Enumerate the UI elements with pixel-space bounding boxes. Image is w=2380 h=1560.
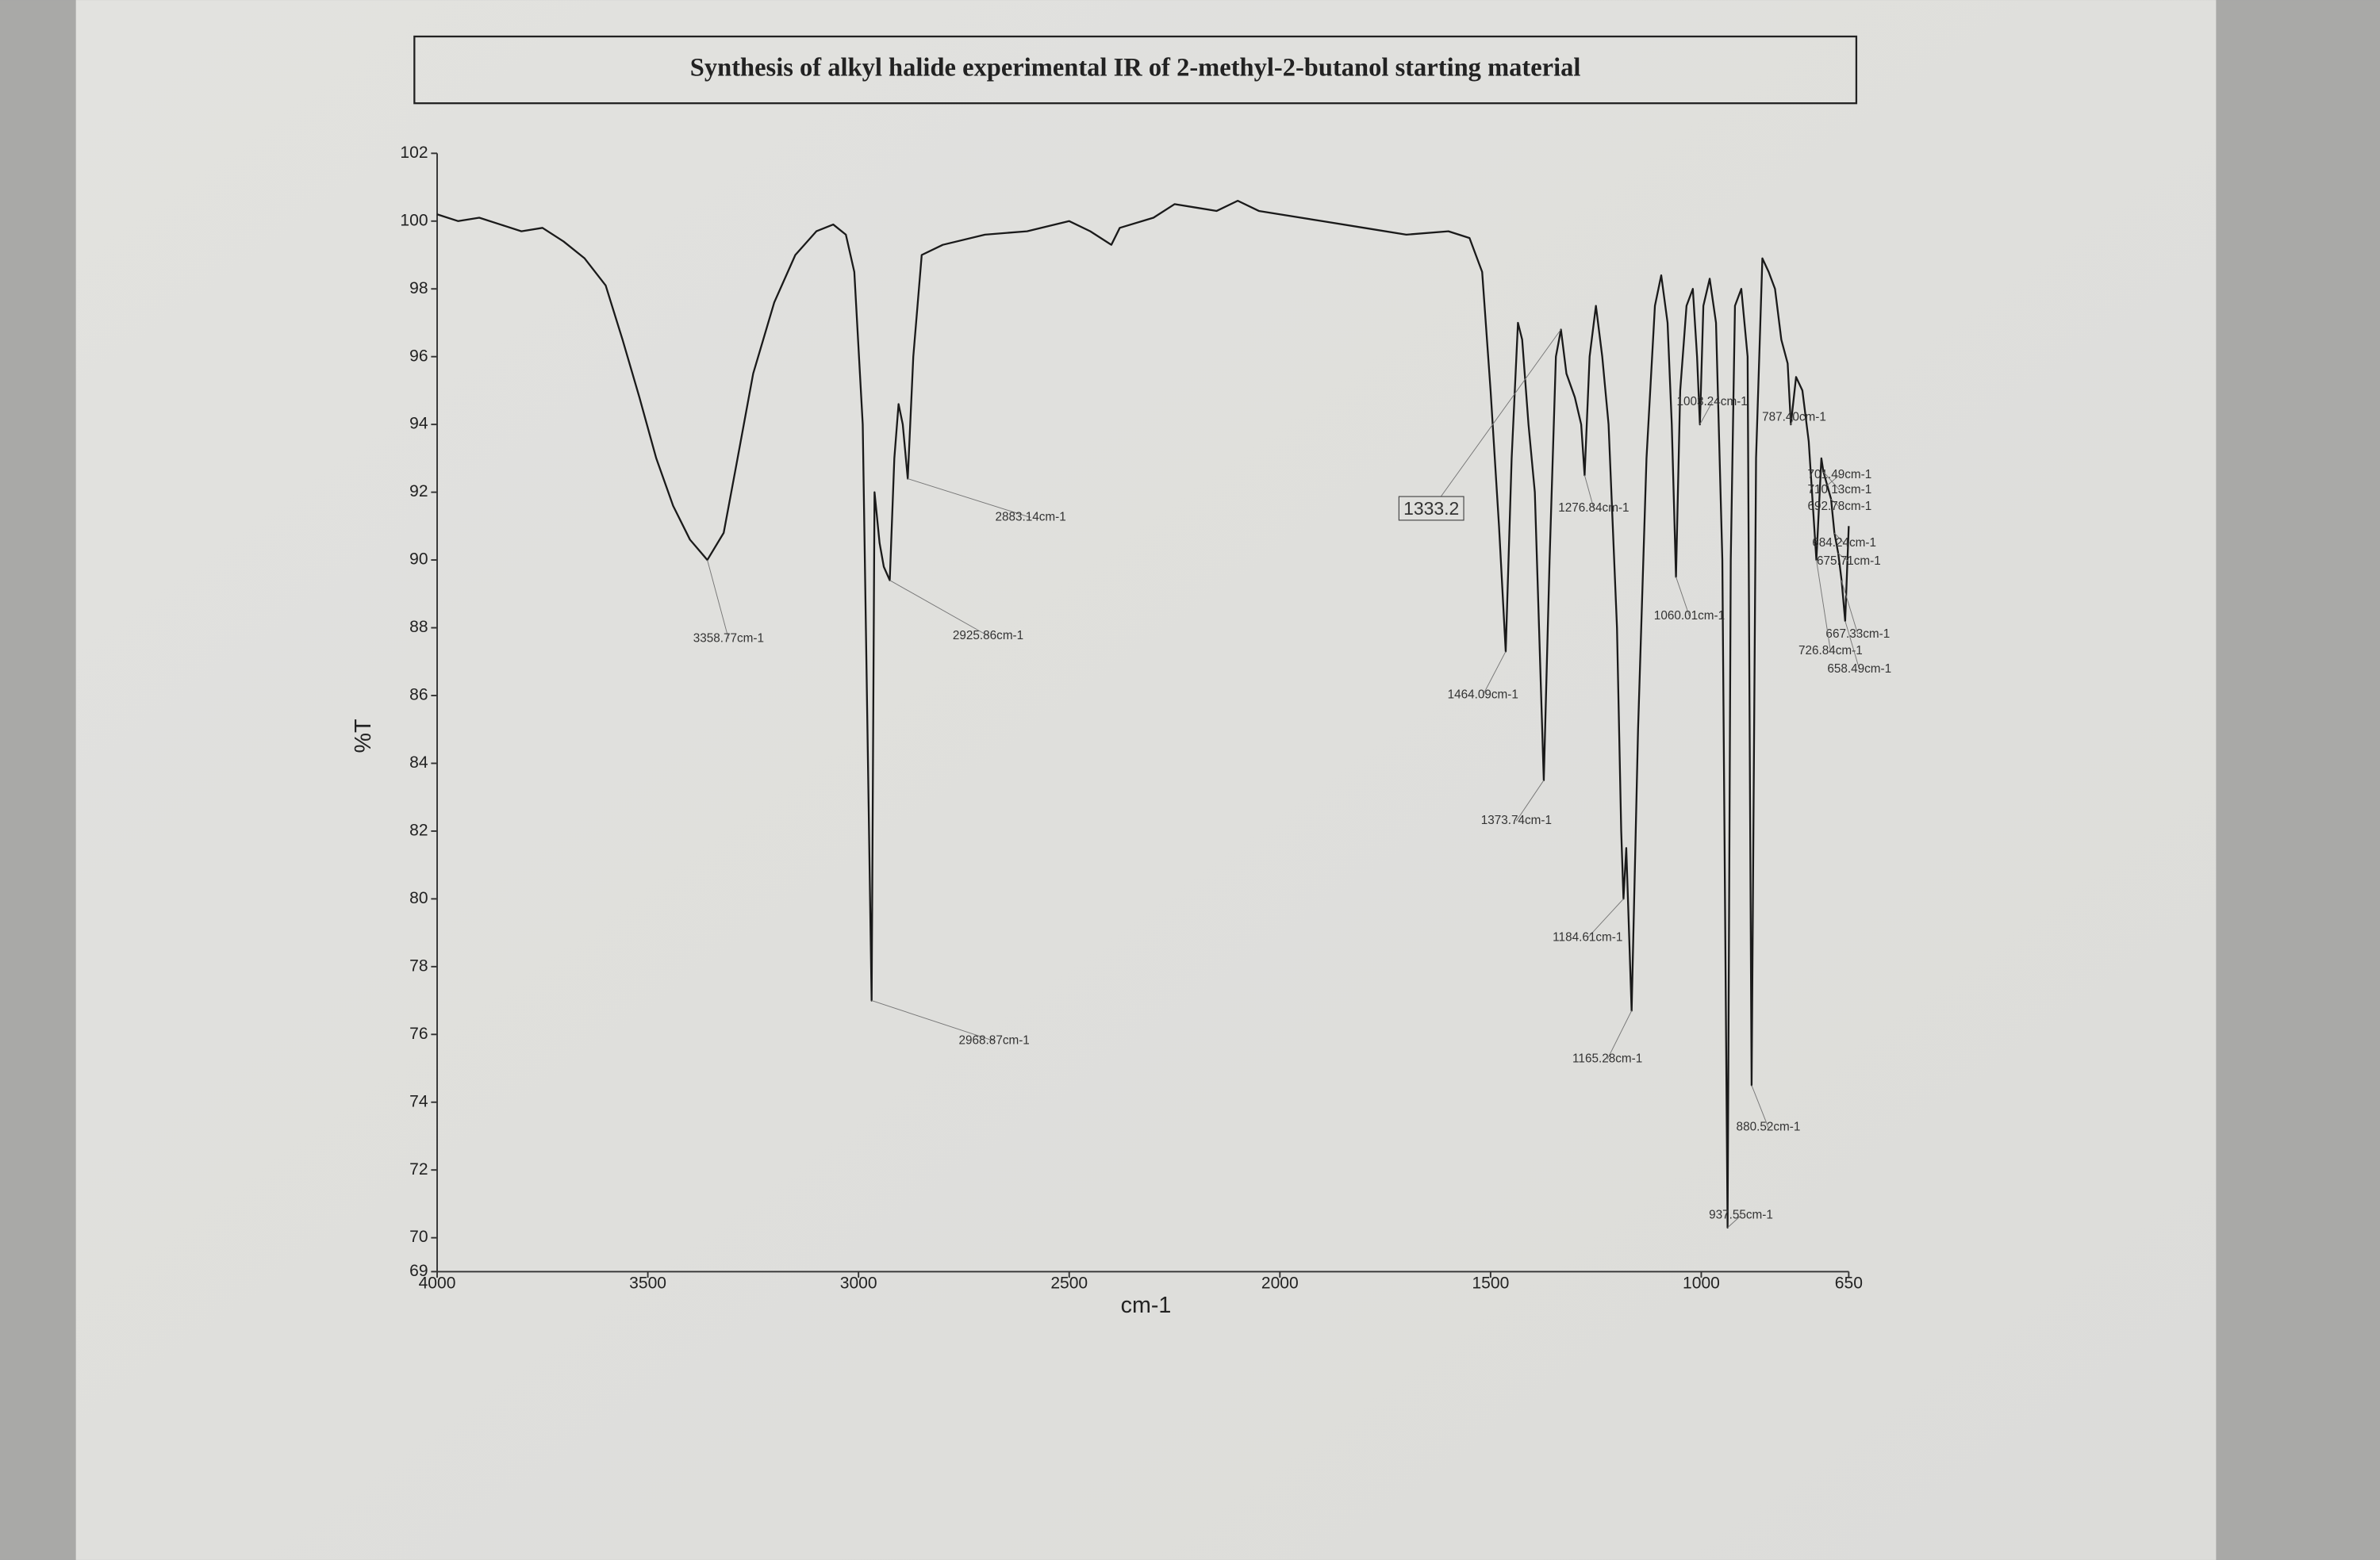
annotation-label: 3358.77cm-1 (693, 632, 764, 646)
y-tick-label: 96 (409, 347, 428, 365)
y-tick-label: 82 (409, 821, 428, 839)
annotation-label: 1333.2 (1403, 498, 1459, 519)
y-tick-label: 69 (409, 1262, 428, 1280)
annotation-leader (1830, 498, 1841, 508)
y-tick-label: 76 (409, 1025, 428, 1043)
annotation-leader (1790, 417, 1795, 425)
title-box (413, 35, 1858, 105)
y-tick-label: 84 (409, 753, 428, 772)
annotation-leader (1482, 651, 1507, 696)
annotation-label: 1003.24cm-1 (1677, 395, 1748, 408)
annotation-leader (707, 559, 729, 639)
annotation-leader (908, 478, 1031, 518)
y-tick-label: 86 (409, 686, 428, 704)
y-tick-label: 100 (400, 211, 428, 229)
x-tick-label: 1500 (1472, 1274, 1509, 1292)
y-tick-label: 78 (409, 956, 428, 975)
annotation-label: 701.49cm-1 (1807, 468, 1871, 481)
y-tick-label: 74 (409, 1092, 428, 1110)
annotation-leader (1606, 1010, 1633, 1060)
annotation-label: 1165.28cm-1 (1572, 1052, 1642, 1066)
annotation-leader (1515, 780, 1545, 822)
y-tick-label: 98 (409, 279, 428, 297)
chart-title: Synthesis of alkyl halide experimental I… (690, 54, 1581, 82)
annotation-leader (1826, 474, 1841, 486)
annotation-leader (1833, 532, 1844, 544)
annotation-label: 1373.74cm-1 (1481, 814, 1552, 827)
annotation-leader (1823, 471, 1841, 491)
annotation-leader (1837, 553, 1849, 562)
annotation-label: 2968.87cm-1 (959, 1034, 1030, 1048)
annotation-label: 937.55cm-1 (1709, 1209, 1773, 1222)
x-tick-label: 1000 (1683, 1274, 1720, 1292)
annotation-box (1398, 496, 1464, 521)
annotation-leader (1699, 401, 1713, 425)
annotation-leader (889, 580, 988, 637)
annotation-leader (871, 1000, 995, 1042)
annotation-label: 1464.09cm-1 (1448, 688, 1518, 701)
y-tick-label: 92 (409, 482, 428, 500)
y-tick-label: 94 (409, 415, 428, 433)
annotation-label: 710.13cm-1 (1807, 483, 1871, 496)
annotation-leader (1841, 580, 1859, 634)
x-tick-label: 3500 (629, 1274, 666, 1292)
annotation-label: 1276.84cm-1 (1558, 501, 1629, 515)
annotation-label: 787.40cm-1 (1762, 410, 1826, 424)
annotation-leader (1751, 1085, 1769, 1128)
x-axis-label: cm-1 (1121, 1293, 1172, 1318)
y-tick-label: 72 (409, 1160, 428, 1179)
annotation-label: 1184.61cm-1 (1553, 931, 1622, 945)
annotation-label: 2883.14cm-1 (995, 511, 1065, 524)
annotation-label: 667.33cm-1 (1825, 627, 1890, 641)
y-tick-label: 70 (409, 1228, 428, 1246)
annotation-label: 880.52cm-1 (1737, 1121, 1801, 1134)
y-tick-label: 90 (409, 550, 428, 569)
annotation-leader (1587, 899, 1624, 938)
x-tick-label: 2000 (1261, 1274, 1299, 1292)
x-tick-label: 650 (1835, 1274, 1863, 1292)
y-tick-label: 102 (400, 144, 428, 162)
y-tick-label: 88 (409, 618, 428, 636)
annotation-label: 692.78cm-1 (1807, 500, 1871, 513)
annotation-label: 2925.86cm-1 (953, 629, 1023, 642)
annotation-label: 658.49cm-1 (1827, 662, 1891, 676)
annotation-leader (1676, 577, 1690, 617)
annotation-leader (1583, 475, 1595, 509)
annotation-leader (1727, 1215, 1741, 1228)
x-tick-label: 3000 (840, 1274, 877, 1292)
annotation-leader (1844, 620, 1860, 669)
annotation-label: 726.84cm-1 (1798, 644, 1863, 657)
y-tick-label: 80 (409, 889, 428, 907)
annotation-label: 684.24cm-1 (1812, 536, 1876, 550)
annotation-label: 1060.01cm-1 (1654, 609, 1725, 623)
y-axis-label: %T (351, 719, 376, 753)
annotation-label: 675.71cm-1 (1817, 554, 1881, 568)
x-tick-label: 2500 (1050, 1274, 1088, 1292)
annotation-leader (1430, 329, 1561, 511)
annotation-leader (1816, 560, 1831, 651)
spectrum-line (436, 200, 1850, 1229)
paper (75, 0, 2217, 1560)
x-tick-label: 4000 (419, 1274, 456, 1292)
